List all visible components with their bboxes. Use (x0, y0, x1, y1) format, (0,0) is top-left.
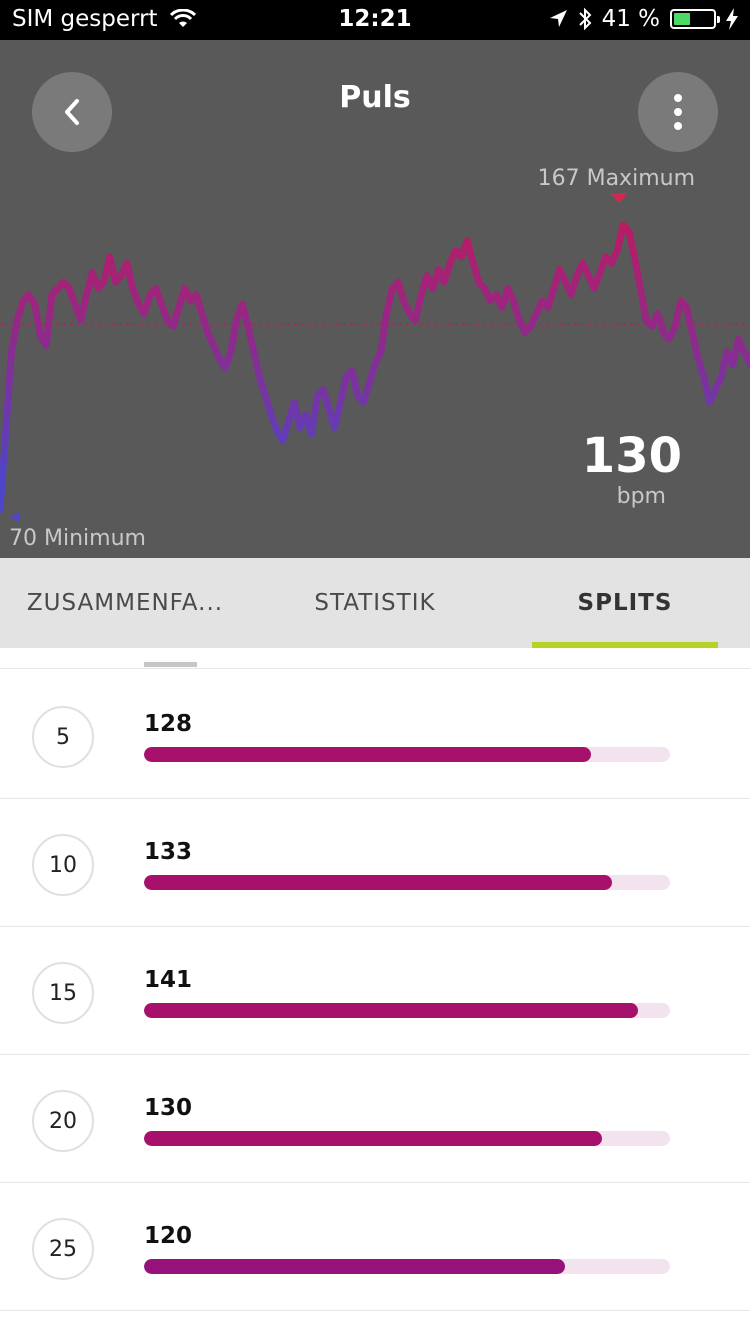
active-tab-indicator (532, 642, 718, 648)
heart-rate-chart (0, 193, 750, 522)
split-bar-track (144, 1003, 670, 1018)
status-left: SIM gesperrt (12, 6, 196, 32)
status-time: 12:21 (338, 6, 412, 32)
wifi-icon (169, 9, 196, 27)
carrier-label: SIM gesperrt (12, 6, 158, 32)
split-bar-fill (144, 1259, 565, 1274)
split-bar-track (144, 747, 670, 762)
current-heart-rate: 130 (581, 428, 682, 484)
tab-bar: ZUSAMMENFA... STATISTIK SPLITS (0, 558, 750, 648)
minimum-label: 70 Minimum (9, 526, 146, 551)
maximum-marker (610, 193, 628, 203)
status-right: 41 % (548, 6, 738, 32)
charging-bolt-icon (726, 8, 738, 30)
split-marker: 15 (32, 962, 94, 1024)
battery-icon (670, 9, 720, 29)
split-value: 128 (144, 711, 193, 737)
split-value: 120 (144, 1223, 193, 1249)
split-value: 133 (144, 839, 193, 865)
divider (0, 668, 750, 669)
battery-percent: 41 % (601, 6, 660, 32)
split-marker: 25 (32, 1218, 94, 1280)
split-bar-track (144, 875, 670, 890)
scroll-indicator (144, 662, 197, 667)
battery-level-fill (674, 13, 690, 25)
split-value: 141 (144, 967, 193, 993)
split-bar-track (144, 1131, 670, 1146)
heart-rate-line (0, 221, 750, 514)
split-bar-fill (144, 1003, 639, 1018)
split-marker: 10 (32, 834, 94, 896)
list-item: 20 130 (0, 1055, 750, 1183)
list-item: 15 141 (0, 927, 750, 1055)
more-vertical-icon (674, 94, 682, 130)
list-item: 10 133 (0, 799, 750, 927)
split-bar-fill (144, 1131, 602, 1146)
bluetooth-icon (578, 7, 591, 31)
maximum-label: 167 Maximum (537, 166, 695, 191)
split-marker: 20 (32, 1090, 94, 1152)
tab-summary[interactable]: ZUSAMMENFA... (26, 590, 224, 616)
split-value: 130 (144, 1095, 193, 1121)
more-options-button[interactable] (638, 72, 718, 152)
split-bar-track (144, 1259, 670, 1274)
page-title: Puls (339, 80, 411, 115)
back-button[interactable] (32, 72, 112, 152)
status-bar: SIM gesperrt 12:21 41 % (0, 0, 750, 40)
tab-statistics[interactable]: STATISTIK (314, 590, 436, 616)
split-marker: 5 (32, 706, 94, 768)
tab-splits[interactable]: SPLITS (577, 590, 673, 616)
current-heart-rate-unit: bpm (616, 484, 666, 509)
heart-rate-chart-panel: Puls 167 Maximum 70 Minimum 130 bpm (0, 40, 750, 558)
split-bar-fill (144, 747, 592, 762)
minimum-marker (10, 512, 19, 522)
list-item: 5 128 (0, 671, 750, 799)
split-bar-fill (144, 875, 613, 890)
chevron-left-icon (65, 99, 79, 125)
list-item: 25 120 (0, 1183, 750, 1311)
location-arrow-icon (549, 10, 567, 27)
